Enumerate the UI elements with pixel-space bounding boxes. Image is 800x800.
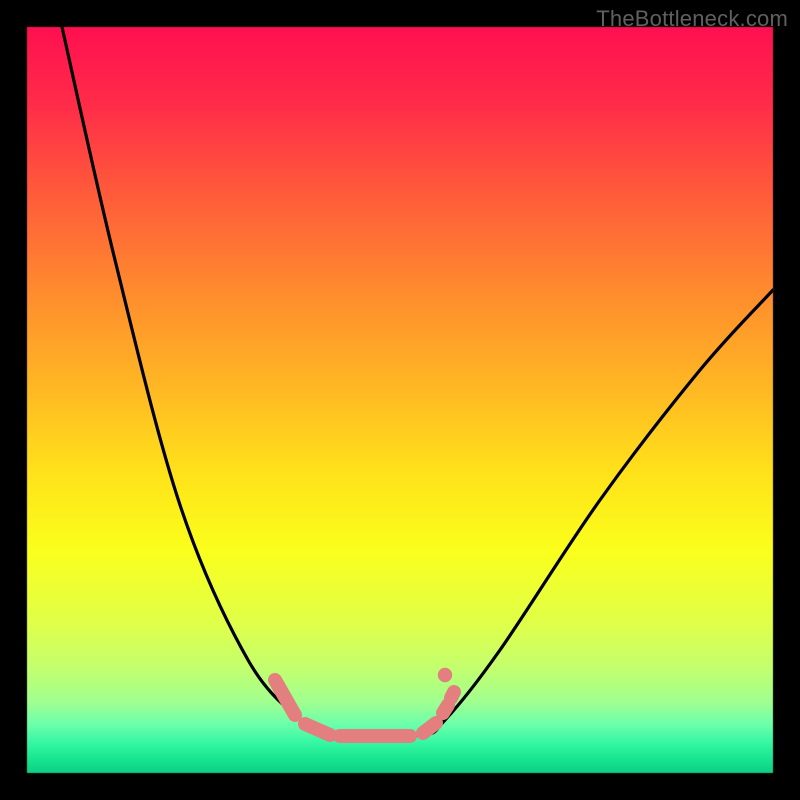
highlight-dash (451, 692, 454, 698)
watermark-label: TheBottleneck.com (596, 6, 788, 32)
highlight-dash (275, 680, 295, 715)
highlight-dash (305, 724, 330, 735)
chart-stage: TheBottleneck.com (0, 0, 800, 800)
highlight-dot (438, 668, 452, 682)
curve-overlay (0, 0, 800, 800)
bottleneck-curve (62, 27, 773, 737)
highlight-dash (423, 723, 436, 733)
highlight-dash (443, 705, 448, 713)
